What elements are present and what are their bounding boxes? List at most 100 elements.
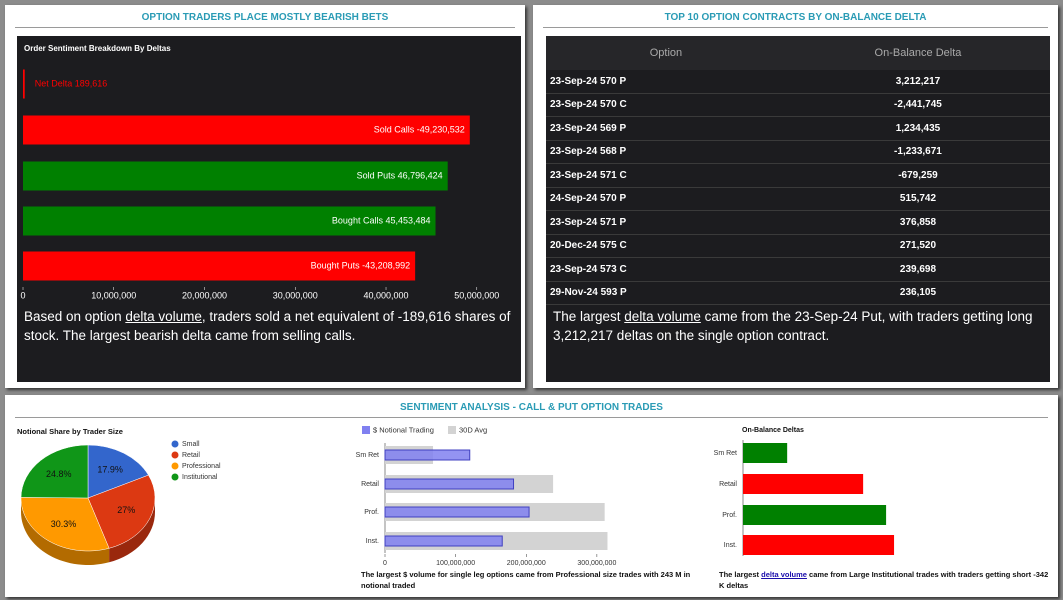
link[interactable]: delta volume (761, 570, 807, 579)
table-cell: -2,441,745 (785, 93, 1050, 117)
x-tick-label: 200,000,000 (507, 560, 546, 567)
column-header: Option (546, 36, 786, 70)
legend-label: Retail (182, 452, 200, 459)
link: delta volume (624, 309, 701, 324)
bar (384, 478, 515, 490)
table-cell: -679,259 (785, 163, 1050, 188)
legend-label: Small (182, 441, 200, 448)
bar (384, 449, 471, 461)
table-cell: 376,858 (785, 210, 1050, 235)
table-cell: 20-Dec-24 575 C (546, 234, 786, 258)
data-label: Bought Calls 45,453,484 (332, 215, 431, 225)
chart-title: On-Balance Deltas (742, 427, 804, 434)
table-cell: 23-Sep-24 570 C (546, 93, 786, 117)
chart-title: Order Sentiment Breakdown By Deltas (24, 44, 171, 53)
caption-text: Based on option (24, 309, 126, 324)
table-cell: 23-Sep-24 568 P (546, 140, 786, 164)
x-tick-label: 20,000,000 (182, 290, 227, 300)
x-tick-label: 0 (383, 560, 387, 567)
table-row: 23-Sep-24 571 C -679,259 (546, 163, 1050, 188)
bar (743, 535, 895, 555)
x-tick-label: 10,000,000 (91, 290, 136, 300)
x-tick-label: 0 (20, 290, 25, 300)
panel-title: OPTION TRADERS PLACE MOSTLY BEARISH BETS (15, 12, 515, 28)
table-row: 23-Sep-24 570 P 3,212,217 (546, 70, 1050, 94)
table-cell: 23-Sep-24 571 C (546, 163, 786, 188)
table-row: 23-Sep-24 569 P 1,234,435 (546, 116, 1050, 141)
caption-text: The largest $ volume for single leg opti… (361, 570, 691, 590)
table-cell: 271,520 (785, 234, 1050, 258)
panel: SENTIMENT ANALYSIS - CALL & PUT OPTION T… (5, 395, 1058, 597)
panel-title: TOP 10 OPTION CONTRACTS BY ON-BALANCE DE… (543, 12, 1048, 28)
pie-slice (87, 444, 149, 499)
delta-table: Option On-Balance Delta 23-Sep-24 570 P 3,2… (546, 36, 1050, 305)
x-tick-label: 50,000,000 (454, 290, 499, 300)
table-cell: 236,105 (785, 281, 1050, 305)
pie-slice (20, 444, 89, 499)
bar (743, 505, 887, 525)
table-cell: 23-Sep-24 571 P (546, 210, 786, 235)
legend-label: $ Notional Trading (373, 425, 434, 434)
data-label: 24.8% (46, 469, 72, 479)
data-label: Sold Puts 46,796,424 (357, 170, 443, 180)
caption: The largest $ volume for single leg opti… (361, 569, 711, 591)
data-label: Sold Calls -49,230,532 (374, 124, 465, 134)
pie-slice (20, 497, 110, 552)
y-tick-label: Sm Ret (714, 450, 737, 457)
legend-swatch (171, 451, 179, 459)
caption-text: came from Large Institutional trades wit… (719, 570, 1049, 590)
table-cell: 3,212,217 (785, 70, 1050, 94)
bar (384, 535, 503, 547)
y-tick-label: Prof. (722, 512, 737, 519)
y-tick-label: Sm Ret (356, 452, 379, 459)
chart-title: Notional Share by Trader Size (17, 427, 123, 436)
caption-text: came from the 23-Sep-24 Put, with trader… (553, 309, 1033, 343)
table-cell: 239,698 (785, 257, 1050, 282)
table-cell: 29-Nov-24 593 P (546, 281, 786, 305)
table-cell: 23-Sep-24 570 P (546, 70, 786, 94)
table-row: 23-Sep-24 571 P 376,858 (546, 210, 1050, 235)
legend-swatch (171, 440, 179, 448)
bar (384, 506, 530, 518)
x-tick-label: 300,000,000 (577, 560, 616, 567)
data-label: 30.3% (51, 519, 77, 529)
caption-text: The largest (553, 309, 625, 324)
y-tick-label: Retail (361, 481, 379, 488)
panel-title: SENTIMENT ANALYSIS - CALL & PUT OPTION T… (15, 402, 1048, 418)
legend-swatch (171, 473, 179, 481)
table-cell: -1,233,671 (785, 140, 1050, 164)
bar (23, 69, 25, 99)
caption: Based on option delta volume, traders so… (24, 307, 514, 345)
bar (23, 206, 436, 236)
pie-slice-side (109, 498, 155, 563)
table-cell: 23-Sep-24 573 C (546, 257, 786, 282)
table-cell: 24-Sep-24 570 P (546, 187, 786, 211)
bar (23, 251, 416, 281)
pie-slice-side (21, 498, 110, 565)
legend-label: 30D Avg (459, 425, 487, 434)
y-tick-label: Inst. (366, 538, 379, 545)
y-tick-label: Inst. (724, 542, 737, 549)
legend-swatch (362, 426, 370, 434)
data-label: Bought Puts -43,208,992 (311, 260, 411, 270)
legend-swatch (171, 462, 179, 470)
legend-label: Professional (182, 463, 221, 470)
table-row: 23-Sep-24 570 C -2,441,745 (546, 93, 1050, 117)
link: delta volume (125, 309, 202, 324)
table-row: 20-Dec-24 575 C 271,520 (546, 234, 1050, 258)
data-label: 27% (117, 505, 135, 515)
bar (23, 115, 470, 145)
caption-text: , traders sold a net equivalent of -189,… (24, 309, 511, 343)
y-tick-label: Retail (719, 481, 737, 488)
x-tick-label: 100,000,000 (436, 560, 475, 567)
legend-swatch (448, 426, 456, 434)
data-label: 17.9% (97, 465, 123, 475)
table-row: 24-Sep-24 570 P 515,742 (546, 187, 1050, 211)
bar (743, 474, 864, 494)
column-header: On-Balance Delta (785, 36, 1050, 70)
pie-slice (87, 474, 156, 549)
legend-label: Institutional (182, 474, 218, 481)
x-tick-label: 30,000,000 (273, 290, 318, 300)
